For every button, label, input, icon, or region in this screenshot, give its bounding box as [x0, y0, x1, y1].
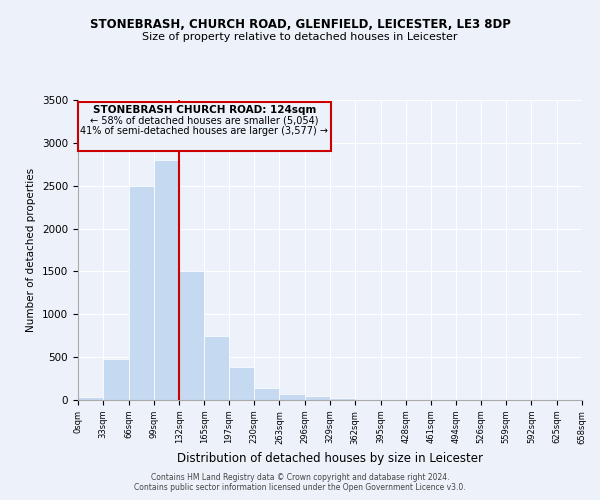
Text: STONEBRASH CHURCH ROAD: 124sqm: STONEBRASH CHURCH ROAD: 124sqm	[92, 104, 316, 115]
Bar	[154, 160, 179, 400]
Bar	[254, 388, 280, 400]
Bar	[330, 398, 355, 400]
Text: STONEBRASH, CHURCH ROAD, GLENFIELD, LEICESTER, LE3 8DP: STONEBRASH, CHURCH ROAD, GLENFIELD, LEIC…	[89, 18, 511, 30]
Text: ← 58% of detached houses are smaller (5,054): ← 58% of detached houses are smaller (5,…	[90, 116, 319, 126]
FancyBboxPatch shape	[78, 102, 331, 152]
Bar	[103, 359, 128, 400]
Bar	[128, 186, 154, 400]
Y-axis label: Number of detached properties: Number of detached properties	[26, 168, 37, 332]
Bar	[179, 272, 205, 400]
X-axis label: Distribution of detached houses by size in Leicester: Distribution of detached houses by size …	[177, 452, 483, 465]
Bar	[280, 394, 305, 400]
Text: Contains HM Land Registry data © Crown copyright and database right 2024.: Contains HM Land Registry data © Crown c…	[151, 474, 449, 482]
Bar	[305, 396, 330, 400]
Bar	[78, 398, 103, 400]
Text: Contains public sector information licensed under the Open Government Licence v3: Contains public sector information licen…	[134, 484, 466, 492]
Text: Size of property relative to detached houses in Leicester: Size of property relative to detached ho…	[142, 32, 458, 42]
Text: 41% of semi-detached houses are larger (3,577) →: 41% of semi-detached houses are larger (…	[80, 126, 328, 136]
Bar	[229, 368, 254, 400]
Bar	[205, 336, 229, 400]
